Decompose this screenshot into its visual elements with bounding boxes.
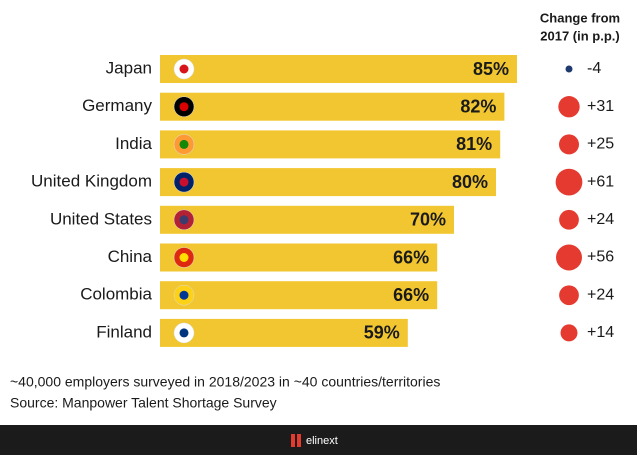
flag [179, 139, 189, 149]
bar [160, 281, 438, 310]
value-label: 66% [393, 247, 429, 267]
category-label: Japan [106, 58, 152, 77]
category-label: Colombia [80, 285, 152, 304]
bar [160, 92, 505, 121]
flag [179, 253, 189, 262]
logo-text: elinext [306, 435, 338, 447]
change-header: Change from [540, 10, 620, 25]
change-label: +25 [587, 136, 614, 153]
value-label: 80% [452, 172, 488, 192]
logo-icon [297, 434, 301, 447]
change-label: +61 [587, 173, 614, 190]
flag [179, 64, 189, 74]
flag [179, 102, 189, 112]
flag [179, 177, 189, 187]
bar [160, 205, 454, 234]
category-label: Finland [96, 322, 152, 341]
change-dot [555, 168, 583, 196]
bar [160, 55, 517, 83]
change-label: +14 [587, 324, 614, 341]
flag [179, 328, 189, 338]
change-label: +24 [587, 286, 614, 303]
change-dot [558, 96, 580, 118]
note: Source: Manpower Talent Shortage Survey [10, 395, 277, 411]
note: ~40,000 employers surveyed in 2018/2023 … [10, 374, 440, 390]
flag [179, 215, 189, 225]
logo-icon [291, 434, 295, 447]
bar [160, 130, 501, 159]
category-label: India [115, 134, 152, 153]
change-dot [559, 285, 579, 306]
change-dot [559, 209, 579, 230]
change-label: +31 [587, 98, 614, 115]
change-dot [560, 324, 578, 342]
flag [179, 290, 189, 300]
category-label: United Kingdom [31, 172, 152, 191]
bar [160, 318, 408, 347]
change-label: +24 [587, 211, 614, 228]
change-dot [565, 65, 573, 73]
category-label: Germany [82, 96, 152, 115]
value-label: 59% [364, 323, 400, 343]
value-label: 82% [460, 96, 496, 116]
category-label: China [108, 247, 153, 266]
change-header: 2017 (in p.p.) [540, 28, 619, 43]
value-label: 70% [410, 210, 446, 230]
category-label: United States [50, 209, 152, 228]
change-label: +56 [587, 249, 614, 266]
bar [160, 168, 496, 197]
change-label: -4 [587, 60, 601, 77]
change-dot [559, 134, 579, 155]
value-label: 66% [393, 285, 429, 305]
change-dot [556, 244, 582, 271]
value-label: 81% [456, 134, 492, 154]
bar [160, 243, 438, 272]
footer [0, 425, 637, 455]
value-label: 85% [473, 59, 509, 79]
